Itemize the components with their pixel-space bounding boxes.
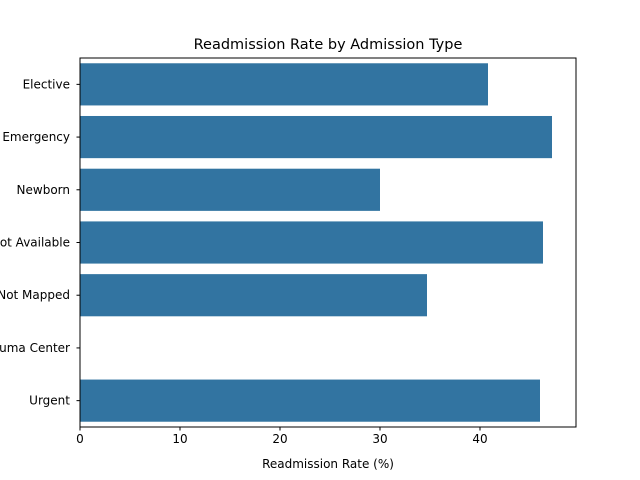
bar-not-available — [80, 221, 543, 264]
y-tick-label-not-available: Not Available — [0, 236, 70, 250]
x-axis: 0 10 20 30 40 — [76, 427, 488, 446]
bar-elective — [80, 63, 488, 106]
bar-newborn — [80, 168, 380, 211]
y-tick-label-elective: Elective — [23, 77, 70, 91]
x-axis-label: Readmission Rate (%) — [262, 457, 394, 471]
y-tick-label-not-mapped: Not Mapped — [0, 288, 70, 302]
y-tick-label-newborn: Newborn — [17, 183, 70, 197]
x-tick-label: 10 — [172, 432, 187, 446]
x-tick-label: 0 — [76, 432, 84, 446]
bar-emergency — [80, 115, 552, 159]
y-axis: Elective Emergency Newborn Not Available Not… — [0, 77, 80, 408]
x-tick-label: 40 — [472, 432, 487, 446]
x-tick-label: 30 — [372, 432, 387, 446]
bars-group — [80, 63, 552, 422]
y-tick-label-trauma-center: Trauma Center — [0, 341, 70, 355]
y-tick-label-emergency: Emergency — [2, 130, 70, 144]
chart-title: Readmission Rate by Admission Type — [194, 37, 463, 53]
y-tick-label-urgent: Urgent — [29, 394, 70, 408]
bar-urgent — [80, 379, 540, 422]
x-tick-label: 20 — [272, 432, 287, 446]
bar-not-mapped — [80, 274, 427, 317]
